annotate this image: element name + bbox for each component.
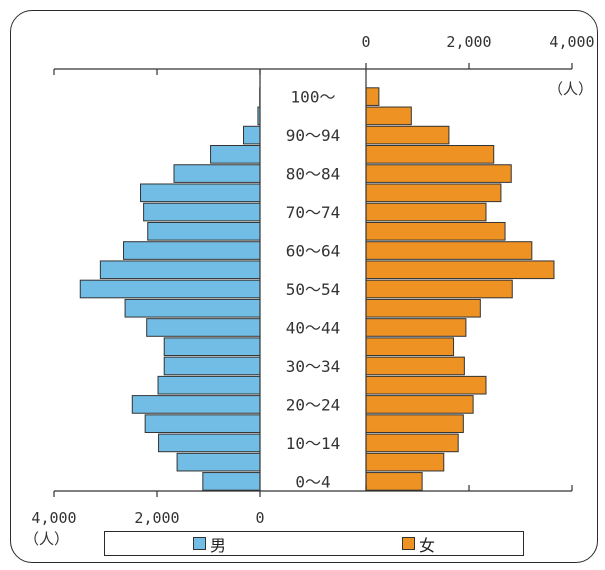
- bar-male-8: [146, 318, 261, 337]
- right-axis-tick-label-1: 2,000: [446, 33, 491, 51]
- age-label-18: 90～94: [286, 126, 341, 145]
- legend-swatch-male: [192, 537, 206, 550]
- bar-male-16: [173, 164, 261, 183]
- bar-male-5: [157, 375, 261, 395]
- age-label-2: 10～14: [286, 434, 341, 453]
- bar-female-2: [365, 433, 459, 453]
- left-axis-tick-label-1: 2,000: [134, 509, 179, 527]
- bar-male-1: [176, 452, 261, 472]
- bar-female-9: [365, 298, 481, 318]
- bar-male-10: [79, 279, 261, 299]
- bar-female-14: [365, 202, 487, 222]
- bar-male-11: [99, 260, 261, 280]
- bar-male-9: [124, 298, 261, 318]
- bar-male-13: [147, 221, 261, 241]
- bar-female-18: [365, 125, 450, 145]
- right-axis-tick-label-0: 0: [361, 33, 370, 51]
- bar-female-20: [365, 87, 380, 106]
- bar-female-15: [365, 183, 502, 203]
- bar-male-0: [202, 472, 261, 491]
- age-label-8: 40～44: [286, 318, 341, 337]
- bar-male-4: [131, 395, 261, 414]
- left-axis-tick-label-2: 0: [255, 509, 264, 527]
- bar-female-11: [365, 260, 555, 280]
- male-bars: [79, 87, 261, 491]
- age-label-14: 70～74: [286, 203, 341, 222]
- bar-female-10: [365, 279, 513, 299]
- left-axis-tick-label-0: 4,000: [31, 509, 76, 527]
- legend: 男 女: [104, 531, 524, 556]
- age-labels: 0～4 10～14 20～24 30～34 40～44 50～54 60～64 70～74 80…: [286, 88, 341, 492]
- bar-female-19: [365, 106, 412, 126]
- legend-entry-male: 男: [192, 532, 226, 556]
- bar-male-2: [158, 433, 261, 453]
- bar-male-3: [144, 414, 261, 433]
- axes: 0 2,000 4,000 4,000 2,000 0: [31, 33, 594, 527]
- bar-female-5: [365, 375, 487, 395]
- age-label-12: 60～64: [286, 242, 341, 261]
- bar-male-17: [210, 145, 261, 164]
- legend-label-male: 男: [209, 535, 226, 555]
- bar-male-6: [163, 356, 261, 376]
- age-label-16: 80～84: [286, 165, 341, 184]
- bar-female-0: [365, 472, 423, 491]
- bar-female-1: [365, 452, 445, 472]
- bar-female-4: [365, 395, 474, 414]
- age-label-0: 0～4: [295, 472, 330, 491]
- bar-male-15: [140, 183, 261, 203]
- legend-label-female: 女: [418, 535, 435, 555]
- bar-female-7: [365, 337, 455, 357]
- age-label-10: 50～54: [286, 280, 341, 299]
- age-label-6: 30～34: [286, 357, 341, 376]
- bar-female-13: [365, 221, 506, 241]
- right-axis-tick-label-2: 4,000: [549, 33, 594, 51]
- bar-male-18: [243, 125, 261, 145]
- bar-female-17: [365, 145, 495, 164]
- bar-male-14: [143, 202, 261, 222]
- legend-swatch-female: [401, 537, 415, 550]
- bar-male-12: [123, 241, 261, 260]
- age-label-20: 100～: [291, 88, 336, 107]
- bar-female-6: [365, 356, 465, 376]
- bar-female-12: [365, 241, 533, 260]
- left-axis-unit: （人）: [24, 530, 69, 548]
- bar-female-16: [365, 164, 512, 183]
- legend-entry-female: 女: [401, 532, 435, 556]
- bar-male-7: [163, 337, 261, 357]
- chart-frame: [10, 10, 598, 563]
- bar-female-3: [365, 414, 464, 433]
- right-axis-unit: （人）: [548, 80, 593, 98]
- bar-female-8: [365, 318, 467, 337]
- age-label-4: 20～24: [286, 395, 341, 414]
- female-bars: [365, 87, 555, 491]
